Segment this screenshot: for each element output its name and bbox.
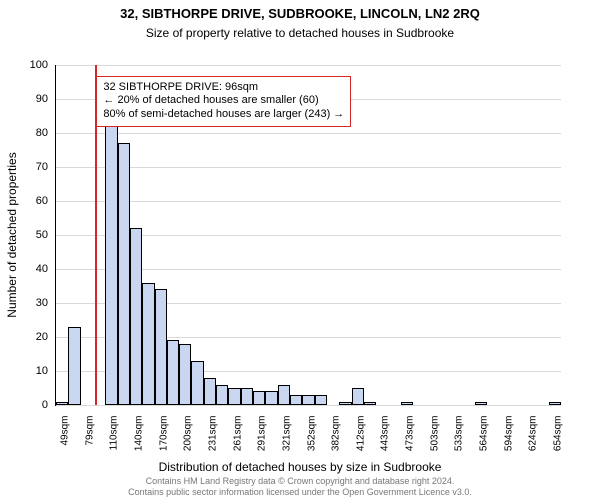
x-tick-label: 473sqm <box>405 416 416 466</box>
histogram-bar <box>118 143 130 405</box>
gridline <box>56 201 561 202</box>
histogram-bar <box>105 123 117 405</box>
x-tick-label: 412sqm <box>355 416 366 466</box>
histogram-bar <box>290 395 302 405</box>
histogram-bar <box>142 283 154 405</box>
histogram-bar <box>241 388 253 405</box>
y-tick-label: 90 <box>18 93 48 105</box>
chart-title-sub: Size of property relative to detached ho… <box>0 26 600 40</box>
x-tick-label: 79sqm <box>84 416 95 466</box>
histogram-bar <box>401 402 413 405</box>
x-tick-label: 321sqm <box>281 416 292 466</box>
histogram-bar <box>549 402 561 405</box>
histogram-bar <box>216 385 228 405</box>
histogram-bar <box>130 228 142 405</box>
histogram-bar <box>56 402 68 405</box>
footer-line-1: Contains HM Land Registry data © Crown c… <box>0 476 600 487</box>
y-tick-label: 0 <box>18 399 48 411</box>
annotation-line: ← 20% of detached houses are smaller (60… <box>103 94 344 108</box>
y-tick-label: 60 <box>18 195 48 207</box>
histogram-bar <box>475 402 487 405</box>
x-tick-label: 443sqm <box>380 416 391 466</box>
x-tick-label: 291sqm <box>257 416 268 466</box>
y-tick-label: 20 <box>18 331 48 343</box>
x-tick-label: 49sqm <box>60 416 71 466</box>
x-tick-label: 594sqm <box>503 416 514 466</box>
y-tick-label: 100 <box>18 59 48 71</box>
histogram-bar <box>204 378 216 405</box>
x-tick-label: 503sqm <box>429 416 440 466</box>
footer-line-2: Contains public sector information licen… <box>0 487 600 498</box>
y-tick-label: 50 <box>18 229 48 241</box>
y-tick-label: 30 <box>18 297 48 309</box>
histogram-bar <box>364 402 376 405</box>
x-tick-label: 140sqm <box>134 416 145 466</box>
chart-title-main: 32, SIBTHORPE DRIVE, SUDBROOKE, LINCOLN,… <box>0 6 600 21</box>
x-tick-label: 231sqm <box>207 416 218 466</box>
histogram-bar <box>265 391 277 405</box>
histogram-bar <box>352 388 364 405</box>
x-tick-label: 170sqm <box>158 416 169 466</box>
x-tick-label: 200sqm <box>183 416 194 466</box>
histogram-bar <box>339 402 351 405</box>
gridline <box>56 405 561 406</box>
gridline <box>56 167 561 168</box>
y-tick-label: 10 <box>18 365 48 377</box>
y-tick-label: 80 <box>18 127 48 139</box>
histogram-bar <box>191 361 203 405</box>
annotation-line: 80% of semi-detached houses are larger (… <box>103 108 344 122</box>
histogram-bar <box>315 395 327 405</box>
y-tick-label: 70 <box>18 161 48 173</box>
x-tick-label: 261sqm <box>232 416 243 466</box>
histogram-bar <box>155 289 167 405</box>
x-tick-label: 624sqm <box>528 416 539 466</box>
x-tick-label: 654sqm <box>552 416 563 466</box>
gridline <box>56 65 561 66</box>
x-tick-label: 352sqm <box>306 416 317 466</box>
histogram-bar <box>278 385 290 405</box>
histogram-bar <box>167 340 179 405</box>
histogram-bar <box>179 344 191 405</box>
x-tick-label: 564sqm <box>478 416 489 466</box>
y-axis-label: Number of detached properties <box>5 152 19 317</box>
x-tick-label: 533sqm <box>454 416 465 466</box>
y-tick-label: 40 <box>18 263 48 275</box>
annotation-box: 32 SIBTHORPE DRIVE: 96sqm← 20% of detach… <box>96 76 351 127</box>
annotation-line: 32 SIBTHORPE DRIVE: 96sqm <box>103 81 344 95</box>
histogram-bar <box>228 388 240 405</box>
histogram-bar <box>302 395 314 405</box>
histogram-bar <box>68 327 80 405</box>
chart-canvas: 32, SIBTHORPE DRIVE, SUDBROOKE, LINCOLN,… <box>0 0 600 500</box>
histogram-bar <box>253 391 265 405</box>
x-tick-label: 382sqm <box>331 416 342 466</box>
x-axis-label: Distribution of detached houses by size … <box>0 460 600 474</box>
gridline <box>56 133 561 134</box>
plot-area: 32 SIBTHORPE DRIVE: 96sqm← 20% of detach… <box>55 65 561 406</box>
footer-attribution: Contains HM Land Registry data © Crown c… <box>0 476 600 498</box>
x-tick-label: 110sqm <box>109 416 120 466</box>
